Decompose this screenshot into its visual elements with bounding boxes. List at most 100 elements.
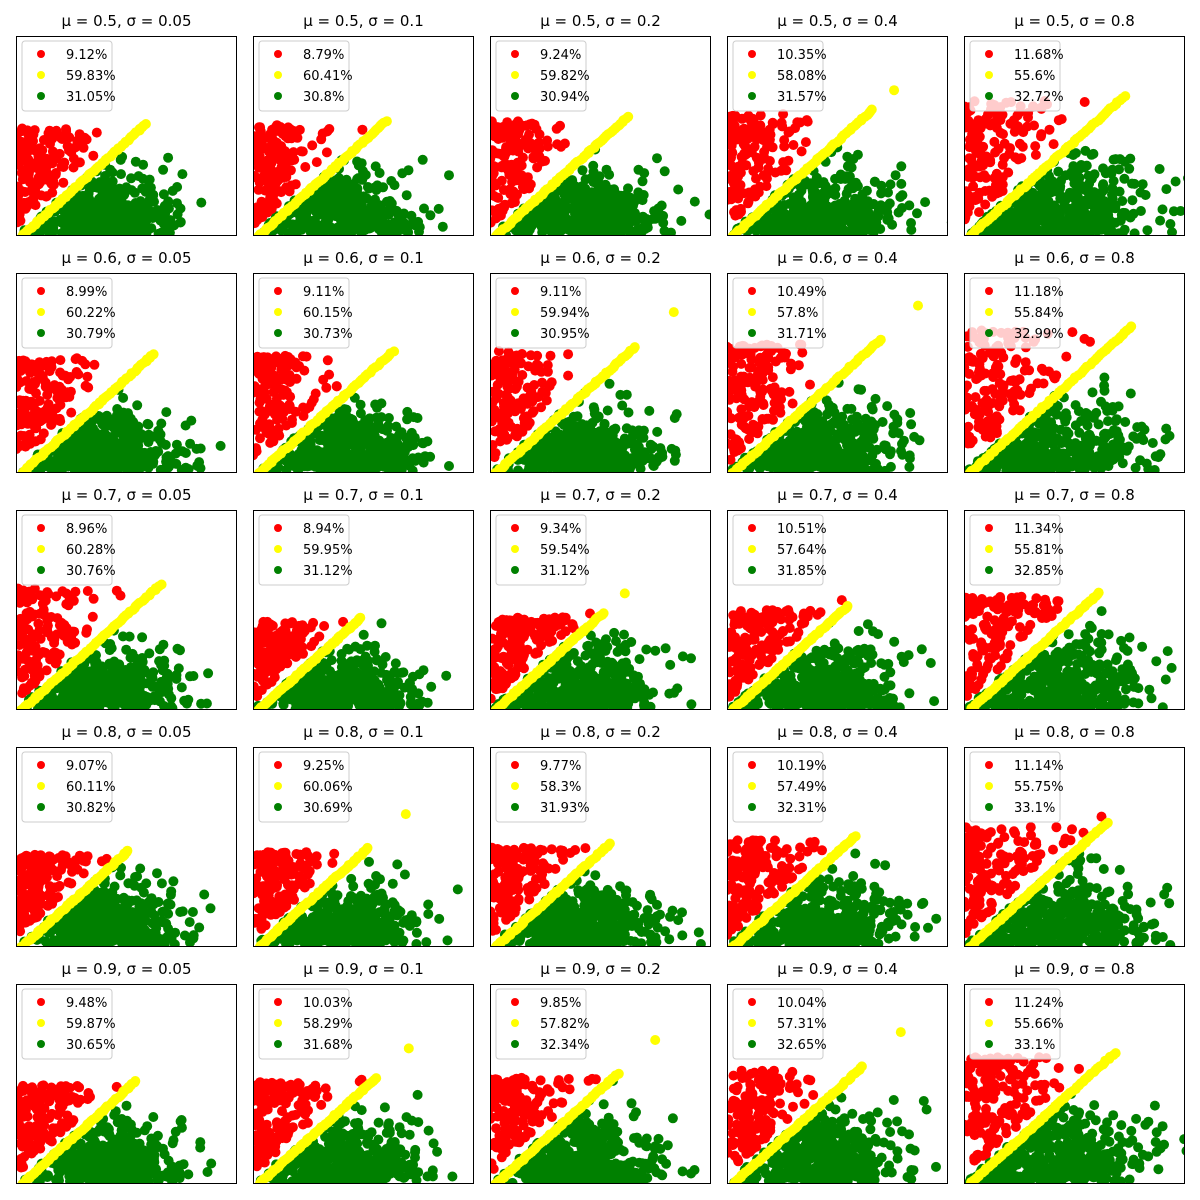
scatter-point	[49, 151, 60, 162]
scatter-point	[801, 115, 812, 126]
scatter-point	[337, 456, 348, 467]
scatter-point	[262, 352, 273, 363]
legend-box	[258, 277, 350, 349]
scatter-point	[598, 455, 609, 466]
scatter-point	[285, 377, 295, 387]
scatter-point	[294, 462, 305, 473]
scatter-point	[763, 163, 774, 174]
scatter-point	[30, 378, 40, 389]
scatter-point	[373, 418, 384, 429]
scatter-point	[86, 215, 97, 226]
scatter-point	[100, 225, 111, 236]
scatter-point	[1012, 212, 1023, 223]
scatter-point	[397, 168, 408, 179]
scatter-point	[281, 156, 292, 167]
subplot-panel: μ = 0.5, σ = 0.4 10.35% 58.08% 31.57%	[719, 10, 956, 238]
scatter-plot: 9.11%60.15%30.73%	[253, 273, 474, 473]
axes-frame	[16, 273, 237, 473]
scatter-point	[42, 389, 53, 400]
scatter-point	[658, 217, 669, 228]
scatter-plot: 10.35%58.08%31.57%	[727, 36, 948, 236]
scatter-point	[266, 128, 277, 139]
scatter-point	[689, 196, 700, 207]
scatter-point	[129, 463, 140, 473]
scatter-point	[383, 413, 394, 423]
scatter-point	[1077, 204, 1088, 215]
legend-marker	[985, 50, 993, 58]
scatter-point	[887, 219, 898, 230]
scatter-point	[390, 459, 401, 470]
scatter-point	[604, 169, 615, 180]
scatter-point	[357, 450, 367, 461]
scatter-point	[808, 189, 819, 200]
scatter-point	[796, 146, 807, 157]
scatter-point	[985, 120, 996, 131]
scatter-point	[253, 218, 260, 229]
scatter-point	[560, 204, 571, 215]
scatter-point	[807, 198, 818, 209]
scatter-point	[964, 201, 975, 212]
scatter-point	[263, 146, 274, 157]
scatter-point	[975, 172, 986, 183]
scatter-point	[339, 189, 350, 200]
scatter-point	[287, 219, 298, 230]
scatter-point	[109, 448, 119, 458]
legend-marker	[274, 308, 282, 316]
scatter-point	[186, 415, 197, 426]
scatter-point	[370, 213, 380, 224]
scatter-point	[143, 437, 154, 448]
scatter-point	[112, 404, 123, 414]
scatter-point	[101, 410, 112, 421]
scatter-point	[1129, 228, 1140, 236]
scatter-point	[444, 170, 454, 181]
scatter-point	[112, 225, 123, 236]
scatter-point	[1097, 186, 1108, 197]
scatter-point	[638, 425, 649, 436]
scatter-point	[964, 191, 975, 202]
scatter-point	[870, 177, 881, 187]
scatter-point	[596, 432, 607, 443]
scatter-point	[66, 407, 77, 418]
scatter-point	[49, 382, 60, 393]
scatter-point	[567, 175, 578, 186]
scatter-point	[271, 177, 282, 188]
scatter-point	[357, 166, 368, 176]
legend-box	[21, 277, 113, 349]
scatter-point	[1023, 112, 1033, 123]
scatter-point	[586, 204, 597, 215]
scatter-point	[850, 177, 861, 188]
scatter-point	[560, 429, 571, 440]
subplot-panel: μ = 0.5, σ = 0.2 9.24% 59.82% 30.94%	[482, 10, 719, 238]
subplot-panel: μ = 0.6, σ = 0.05 8.99% 60.22% 30.79%	[8, 247, 245, 475]
scatter-point	[57, 370, 68, 381]
scatter-point	[801, 179, 812, 190]
scatter-point	[131, 454, 142, 465]
scatter-point	[48, 226, 59, 236]
scatter-point	[550, 209, 561, 220]
scatter-point	[553, 220, 564, 231]
scatter-point	[727, 123, 736, 134]
scatter-point	[577, 165, 588, 176]
scatter-point	[653, 207, 664, 218]
scatter-point	[777, 121, 788, 132]
scatter-point	[873, 211, 884, 222]
scatter-point	[344, 434, 355, 445]
scatter-point	[316, 208, 327, 219]
scatter-point	[306, 397, 317, 408]
legend-marker	[985, 71, 993, 79]
scatter-point	[778, 109, 789, 120]
scatter-point	[896, 178, 907, 189]
scatter-point	[543, 214, 554, 225]
scatter-point	[743, 198, 753, 209]
scatter-point	[140, 461, 151, 472]
scatter-point	[883, 187, 893, 198]
scatter-point	[576, 188, 587, 199]
scatter-point	[630, 208, 640, 219]
scatter-point	[296, 205, 307, 216]
scatter-point	[44, 413, 55, 423]
scatter-point	[361, 439, 372, 450]
scatter-point	[390, 206, 401, 217]
scatter-point	[177, 169, 188, 180]
scatter-point	[1087, 218, 1098, 228]
scatter-point	[1014, 138, 1025, 149]
